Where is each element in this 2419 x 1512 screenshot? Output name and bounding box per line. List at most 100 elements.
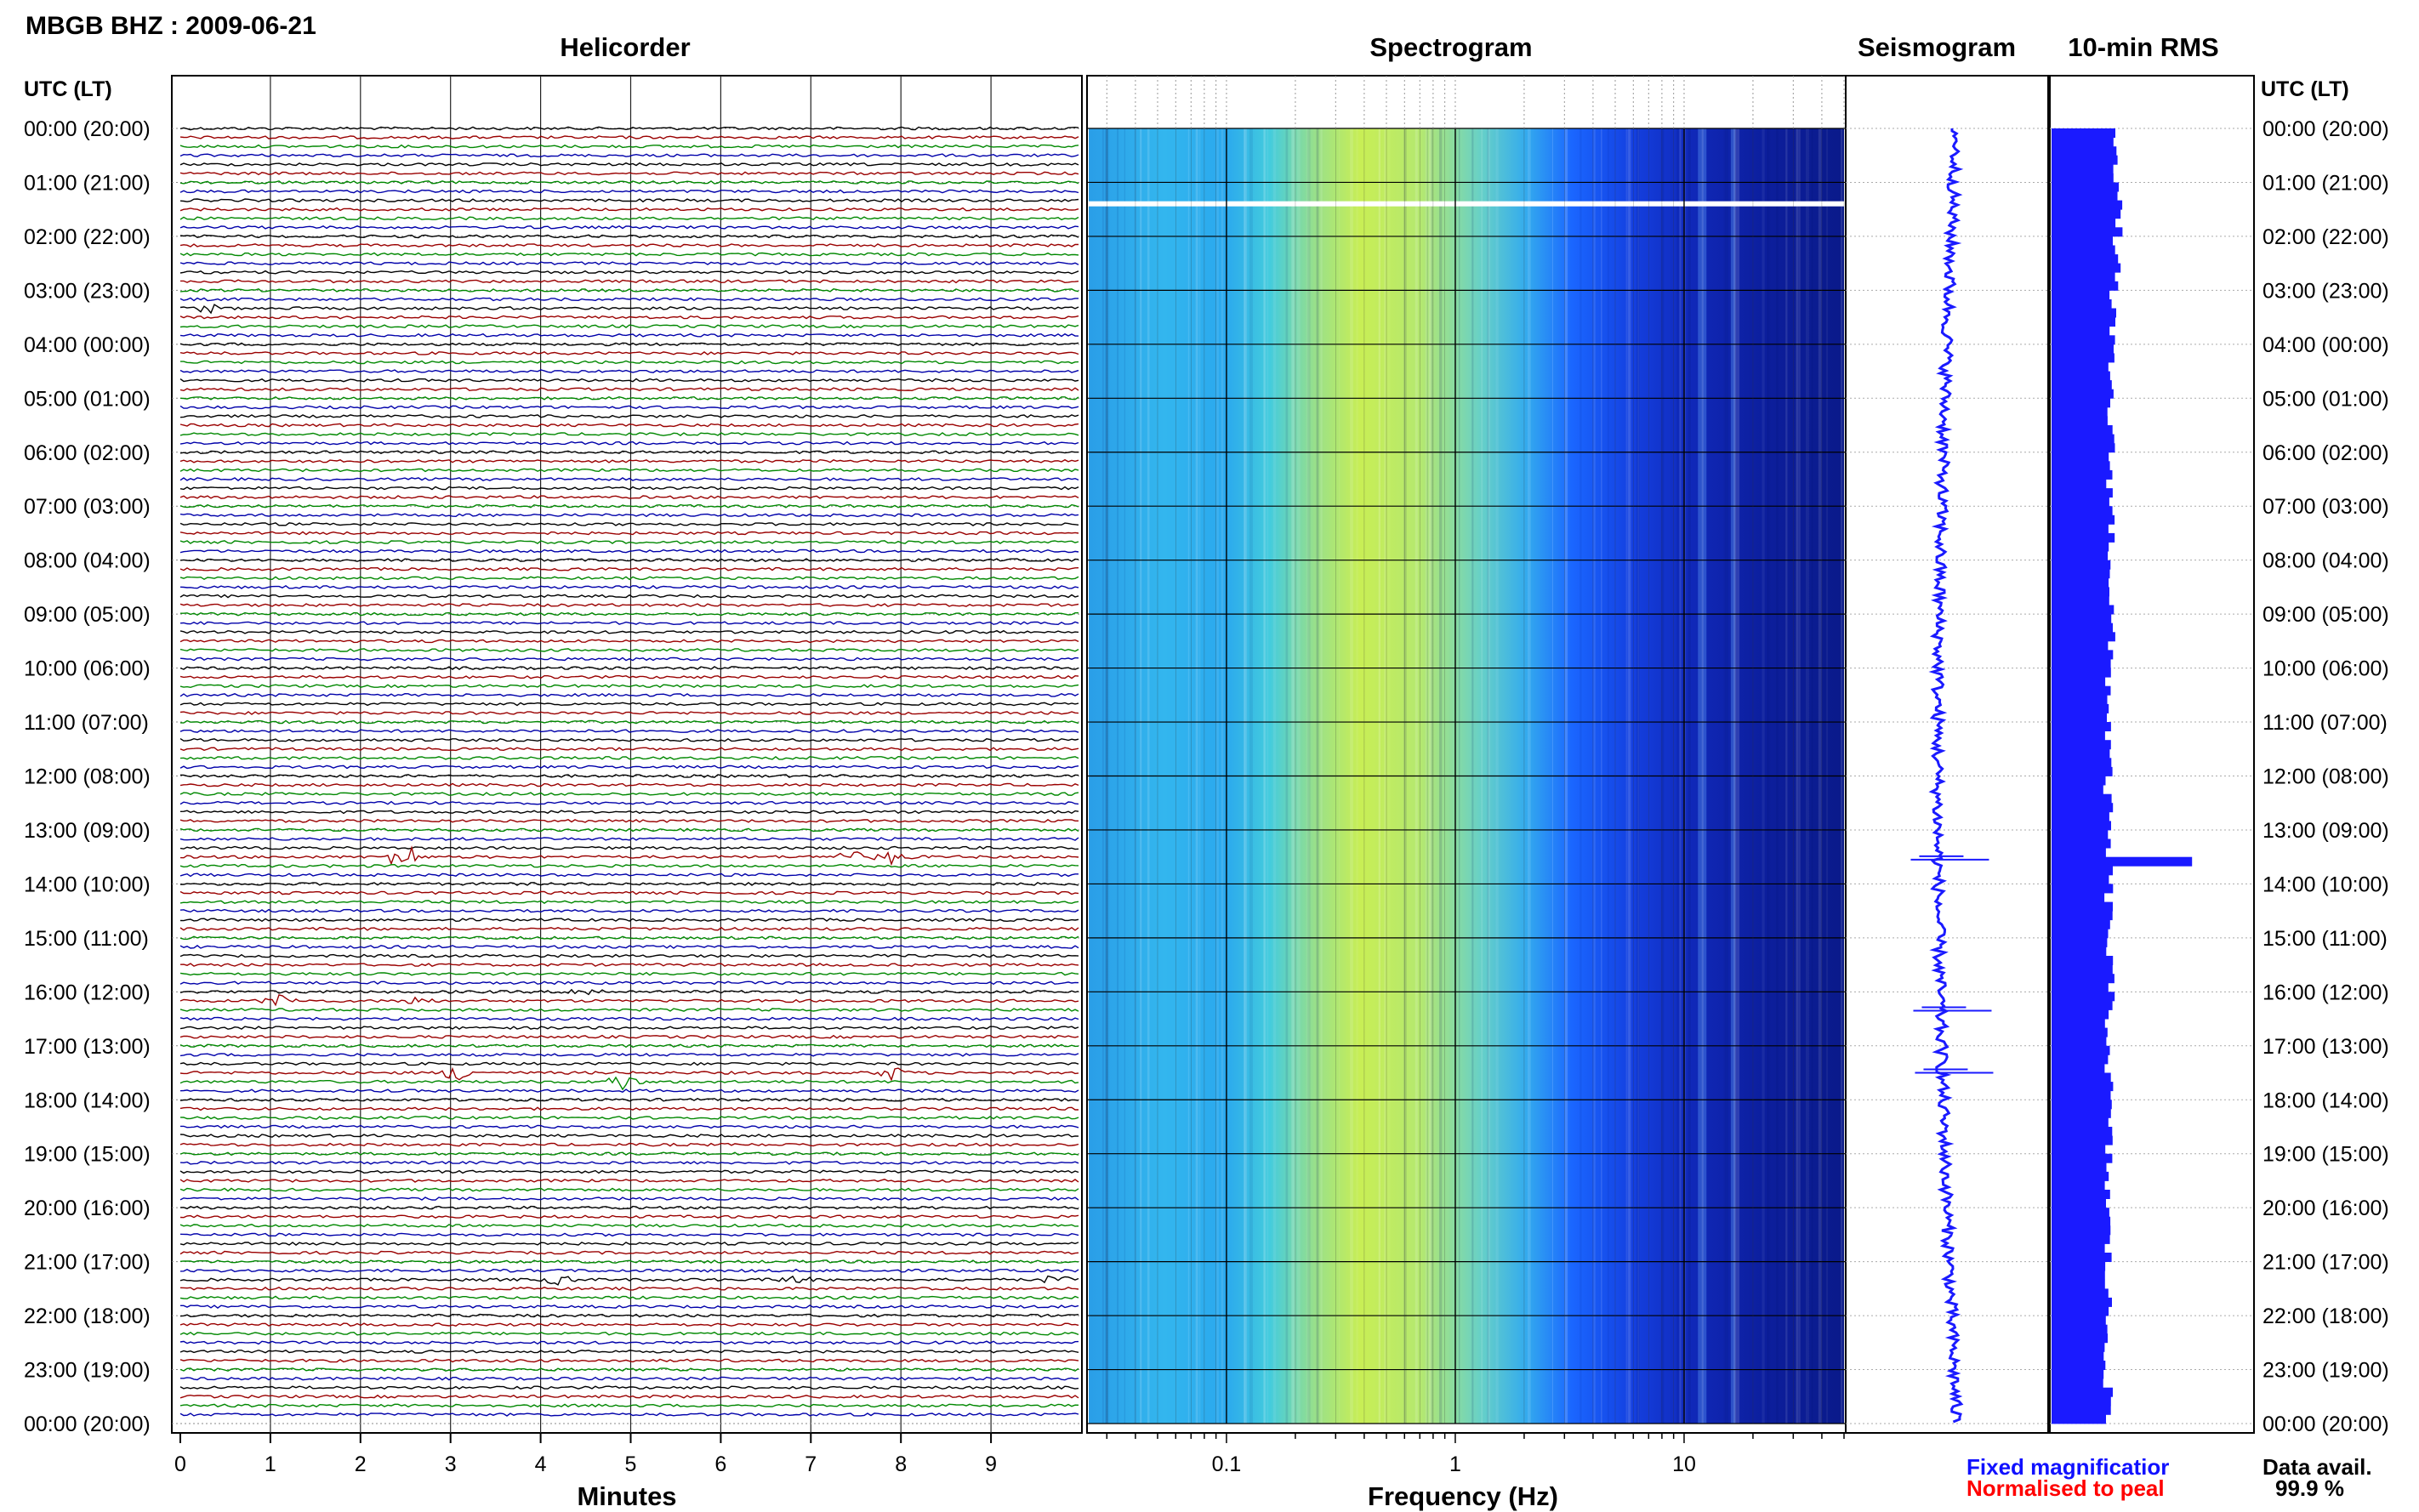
helicorder-trace: [180, 360, 1079, 365]
left-time-label: 11:00 (07:00): [24, 711, 149, 735]
rms-bar: [2052, 371, 2110, 381]
helicorder-x-ticks: 0 1 2 3 4 5 6 7 8 9: [174, 1433, 997, 1476]
rms-bar: [2052, 497, 2109, 507]
helicorder-trace: [179, 1358, 1079, 1363]
left-time-label: 02:00 (22:00): [24, 225, 151, 249]
spectrogram-x-tick-label: 10: [1672, 1452, 1696, 1476]
helicorder-trace: [179, 981, 1079, 986]
rms-bar: [2052, 1405, 2111, 1415]
right-time-label: 00:00 (20:00): [2262, 117, 2389, 141]
rms-bar: [2052, 695, 2108, 705]
rms-bar: [2052, 1396, 2111, 1407]
rms-bar: [2052, 1027, 2108, 1037]
left-time-label: 22:00 (18:00): [24, 1305, 151, 1328]
rms-bar: [2052, 866, 2113, 876]
helicorder-x-tick-label: 6: [714, 1452, 726, 1476]
helicorder-trace: [179, 423, 1079, 428]
rms-bar: [2052, 461, 2110, 471]
right-time-label: 18:00 (14:00): [2262, 1089, 2389, 1112]
helicorder-trace: [179, 513, 1079, 518]
rms-bar: [2052, 218, 2116, 228]
helicorder-trace: [179, 603, 1079, 607]
rms-bar: [2052, 1351, 2104, 1361]
rms-bar: [2052, 281, 2119, 291]
rms-bar: [2052, 659, 2111, 668]
rms-bar: [2052, 317, 2115, 327]
helicorder-trace: [179, 342, 1079, 347]
helicorder-trace: [179, 845, 1079, 850]
helicorder-trace: [179, 953, 1079, 958]
helicorder-trace: [179, 495, 1079, 499]
helicorder-x-tick-label: 5: [625, 1452, 637, 1476]
helicorder-trace: [179, 531, 1079, 536]
rms-bar: [2052, 173, 2114, 183]
helicorder-trace: [179, 216, 1079, 221]
station-title: MBGB BHZ : 2009-06-21: [26, 12, 316, 40]
helicorder-trace: [179, 405, 1079, 410]
helicorder-trace: [179, 873, 1079, 878]
right-time-label: 20:00 (16:00): [2262, 1197, 2389, 1220]
rms-bar: [2052, 164, 2114, 174]
rms-bar: [2052, 1208, 2109, 1218]
helicorder-trace: [179, 818, 1079, 823]
rms-bar: [2052, 1190, 2110, 1199]
data-availability-label: Data avail.: [2262, 1454, 2372, 1480]
rms-bars: [2052, 128, 2193, 1424]
helicorder-trace: [179, 666, 1079, 671]
rms-bar: [2052, 416, 2108, 426]
rms-bar: [2052, 982, 2109, 992]
helicorder-trace: [179, 324, 1079, 329]
right-time-label: 23:00 (19:00): [2262, 1359, 2389, 1383]
helicorder-x-tick-label: 9: [985, 1452, 997, 1476]
rms-bar: [2052, 1216, 2111, 1226]
helicorder-trace: [179, 1275, 1079, 1286]
rms-bar: [2052, 1198, 2106, 1208]
helicorder-trace: [179, 1214, 1079, 1219]
helicorder-trace: [180, 1305, 1079, 1309]
rms-bar: [2052, 1054, 2109, 1065]
right-time-label: 03:00 (23:00): [2262, 279, 2389, 303]
legend-normalised-to-peak: Normalised to peal: [1967, 1475, 2165, 1501]
rms-bar: [2052, 452, 2109, 462]
helicorder-trace: [179, 1034, 1079, 1039]
helicorder-trace: [179, 458, 1079, 463]
helicorder-trace: [179, 994, 1079, 1007]
rms-bar: [2052, 146, 2117, 156]
rms-bar: [2052, 596, 2109, 605]
rms-bar: [2052, 793, 2112, 804]
helicorder-trace: [179, 1061, 1079, 1066]
helicorder-trace: [179, 935, 1079, 941]
left-time-label: 06:00 (02:00): [24, 441, 151, 465]
helicorder-trace: [179, 144, 1079, 149]
right-time-label: 22:00 (18:00): [2262, 1305, 2389, 1328]
helicorder-trace: [179, 207, 1079, 212]
helicorder-x-tick-label: 3: [445, 1452, 457, 1476]
helicorder-trace: [179, 1223, 1079, 1228]
rms-bar: [2052, 1324, 2108, 1334]
helicorder-traces: [179, 126, 1079, 1417]
legend-fixed-magnification: Fixed magnificatior: [1967, 1454, 2169, 1480]
left-time-label: 10:00 (06:00): [24, 657, 151, 681]
rms-bar: [2052, 776, 2106, 786]
helicorder-trace: [179, 576, 1079, 581]
rms-bar: [2052, 1253, 2112, 1262]
rms-bar: [2052, 937, 2108, 947]
helicorder-trace: [179, 782, 1079, 787]
right-time-label: 09:00 (05:00): [2262, 603, 2389, 627]
rms-bar: [2052, 632, 2115, 642]
rms-bar: [2052, 1333, 2108, 1344]
spectrogram-grid: [1087, 76, 1846, 1443]
helicorder-trace: [179, 584, 1079, 589]
rms-bar: [2052, 874, 2109, 884]
rms-bar: [2052, 326, 2110, 336]
helicorder-trace: [179, 657, 1079, 662]
helicorder-trace: [179, 908, 1079, 913]
helicorder-x-tick-label: 1: [265, 1452, 276, 1476]
rms-bar: [2052, 434, 2114, 444]
rms-bar: [2052, 838, 2111, 849]
rms-bar: [2052, 479, 2107, 489]
helicorder-trace: [179, 369, 1079, 373]
rms-bar: [2052, 730, 2105, 741]
helicorder-x-tick-label: 7: [805, 1452, 817, 1476]
helicorder-trace: [179, 450, 1079, 455]
